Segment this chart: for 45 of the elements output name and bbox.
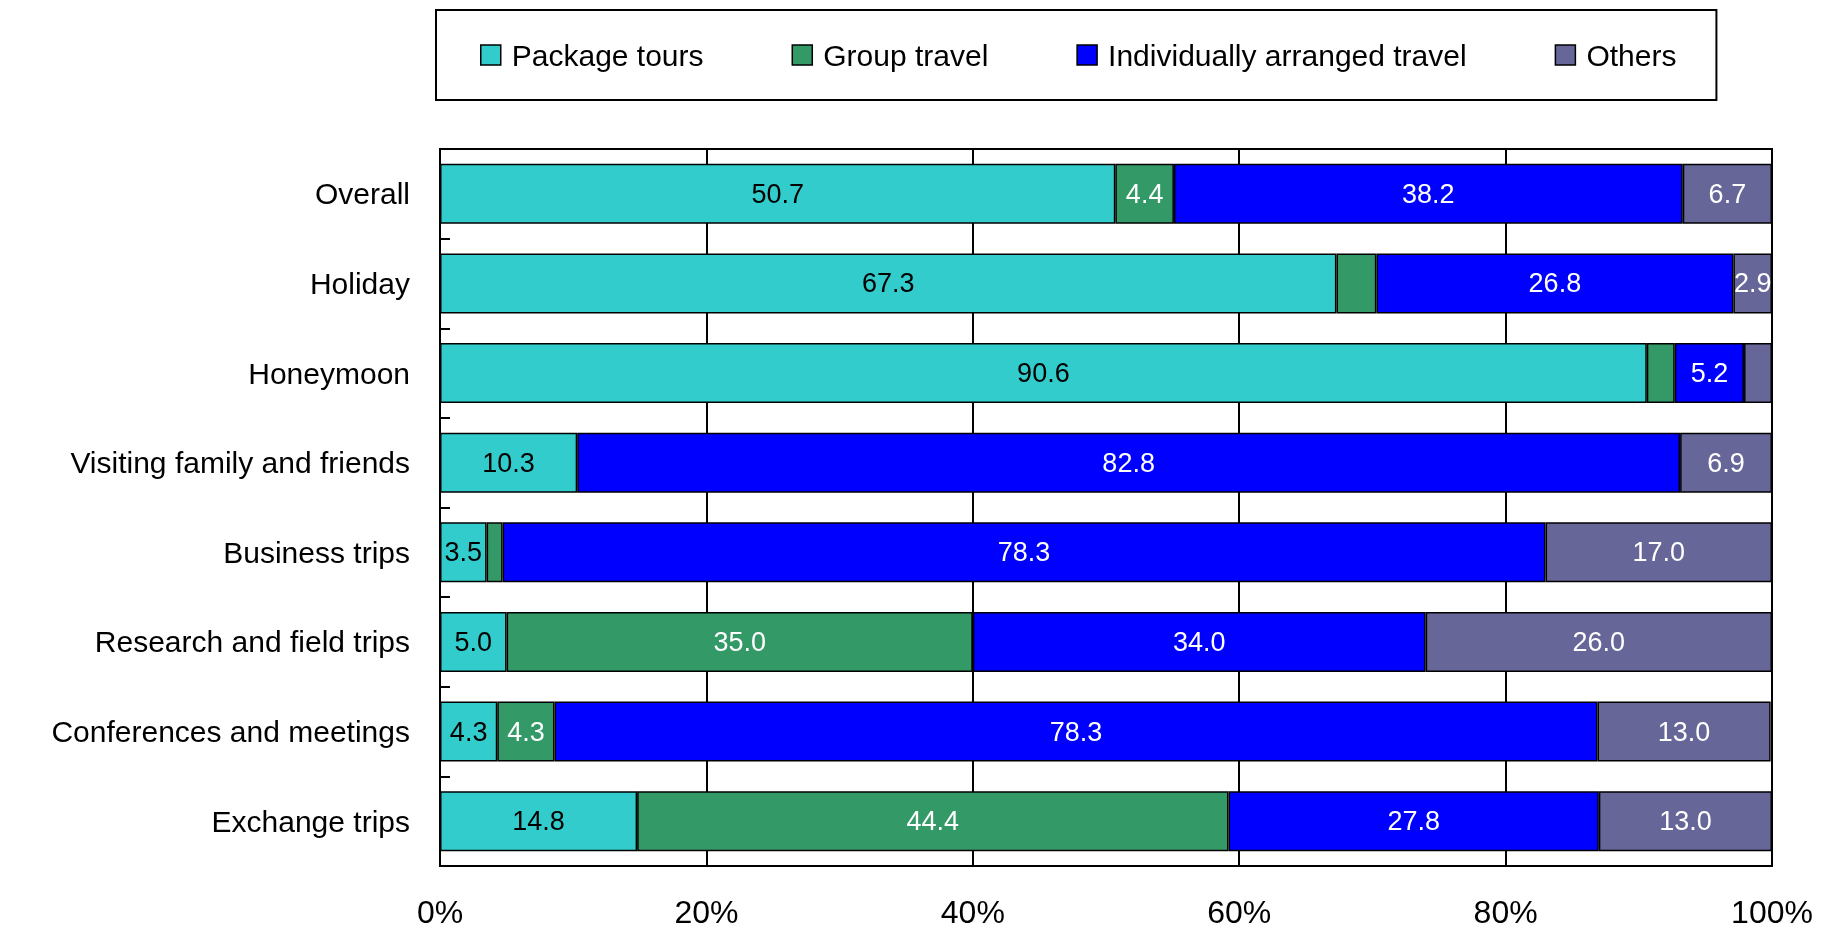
data-label: 4.4 — [1125, 178, 1164, 209]
data-label: 78.3 — [1049, 716, 1103, 747]
data-label: 17.0 — [1632, 537, 1686, 568]
data-label: 5.2 — [1690, 358, 1729, 389]
y-tick-label: Conferences and meetings — [51, 715, 410, 749]
data-label: 44.4 — [906, 806, 960, 837]
legend-label: Individually arranged travel — [1108, 38, 1467, 72]
data-label: 90.6 — [1017, 358, 1070, 389]
data-label: 10.3 — [482, 447, 535, 478]
legend-label: Package tours — [511, 38, 704, 72]
data-label: 6.9 — [1707, 447, 1745, 478]
x-tick-label: 80% — [1473, 894, 1538, 930]
data-label: 50.7 — [751, 178, 804, 209]
y-tick-label: Honeymoon — [248, 356, 410, 390]
data-label: 13.0 — [1659, 806, 1712, 837]
data-label: 2.9 — [1733, 268, 1772, 299]
y-tick-label: Business trips — [223, 535, 410, 569]
data-label: 27.8 — [1387, 806, 1440, 837]
data-label: 4.3 — [449, 716, 488, 747]
x-tick-label: 100% — [1731, 894, 1813, 930]
data-label: 78.3 — [997, 537, 1051, 568]
data-label: 67.3 — [861, 268, 915, 299]
data-label: 5.0 — [454, 626, 493, 657]
data-label: 34.0 — [1172, 626, 1226, 657]
x-tick-label: 40% — [940, 894, 1005, 930]
data-label: 26.0 — [1572, 626, 1626, 657]
x-tick-label: 0% — [416, 894, 464, 930]
data-label: 35.0 — [713, 626, 766, 657]
y-tick-label: Visiting family and friends — [70, 446, 410, 480]
legend-label: Others — [1586, 38, 1677, 72]
y-tick-label: Exchange trips — [211, 804, 410, 838]
legend-label: Group travel — [823, 38, 989, 72]
x-tick-label: 20% — [674, 894, 739, 930]
data-label: 26.8 — [1528, 268, 1582, 299]
x-tick-label: 60% — [1207, 894, 1272, 930]
y-tick-label: Holiday — [309, 266, 410, 300]
data-label: 4.3 — [507, 716, 545, 747]
y-tick-label: Overall — [314, 177, 410, 211]
data-label: 38.2 — [1402, 178, 1455, 209]
data-label: 3.5 — [444, 537, 483, 568]
data-label: 6.7 — [1708, 178, 1747, 209]
data-label: 13.0 — [1657, 716, 1711, 747]
data-label: 82.8 — [1102, 447, 1155, 478]
y-tick-label: Research and field trips — [94, 625, 410, 659]
data-label: 14.8 — [512, 806, 565, 837]
